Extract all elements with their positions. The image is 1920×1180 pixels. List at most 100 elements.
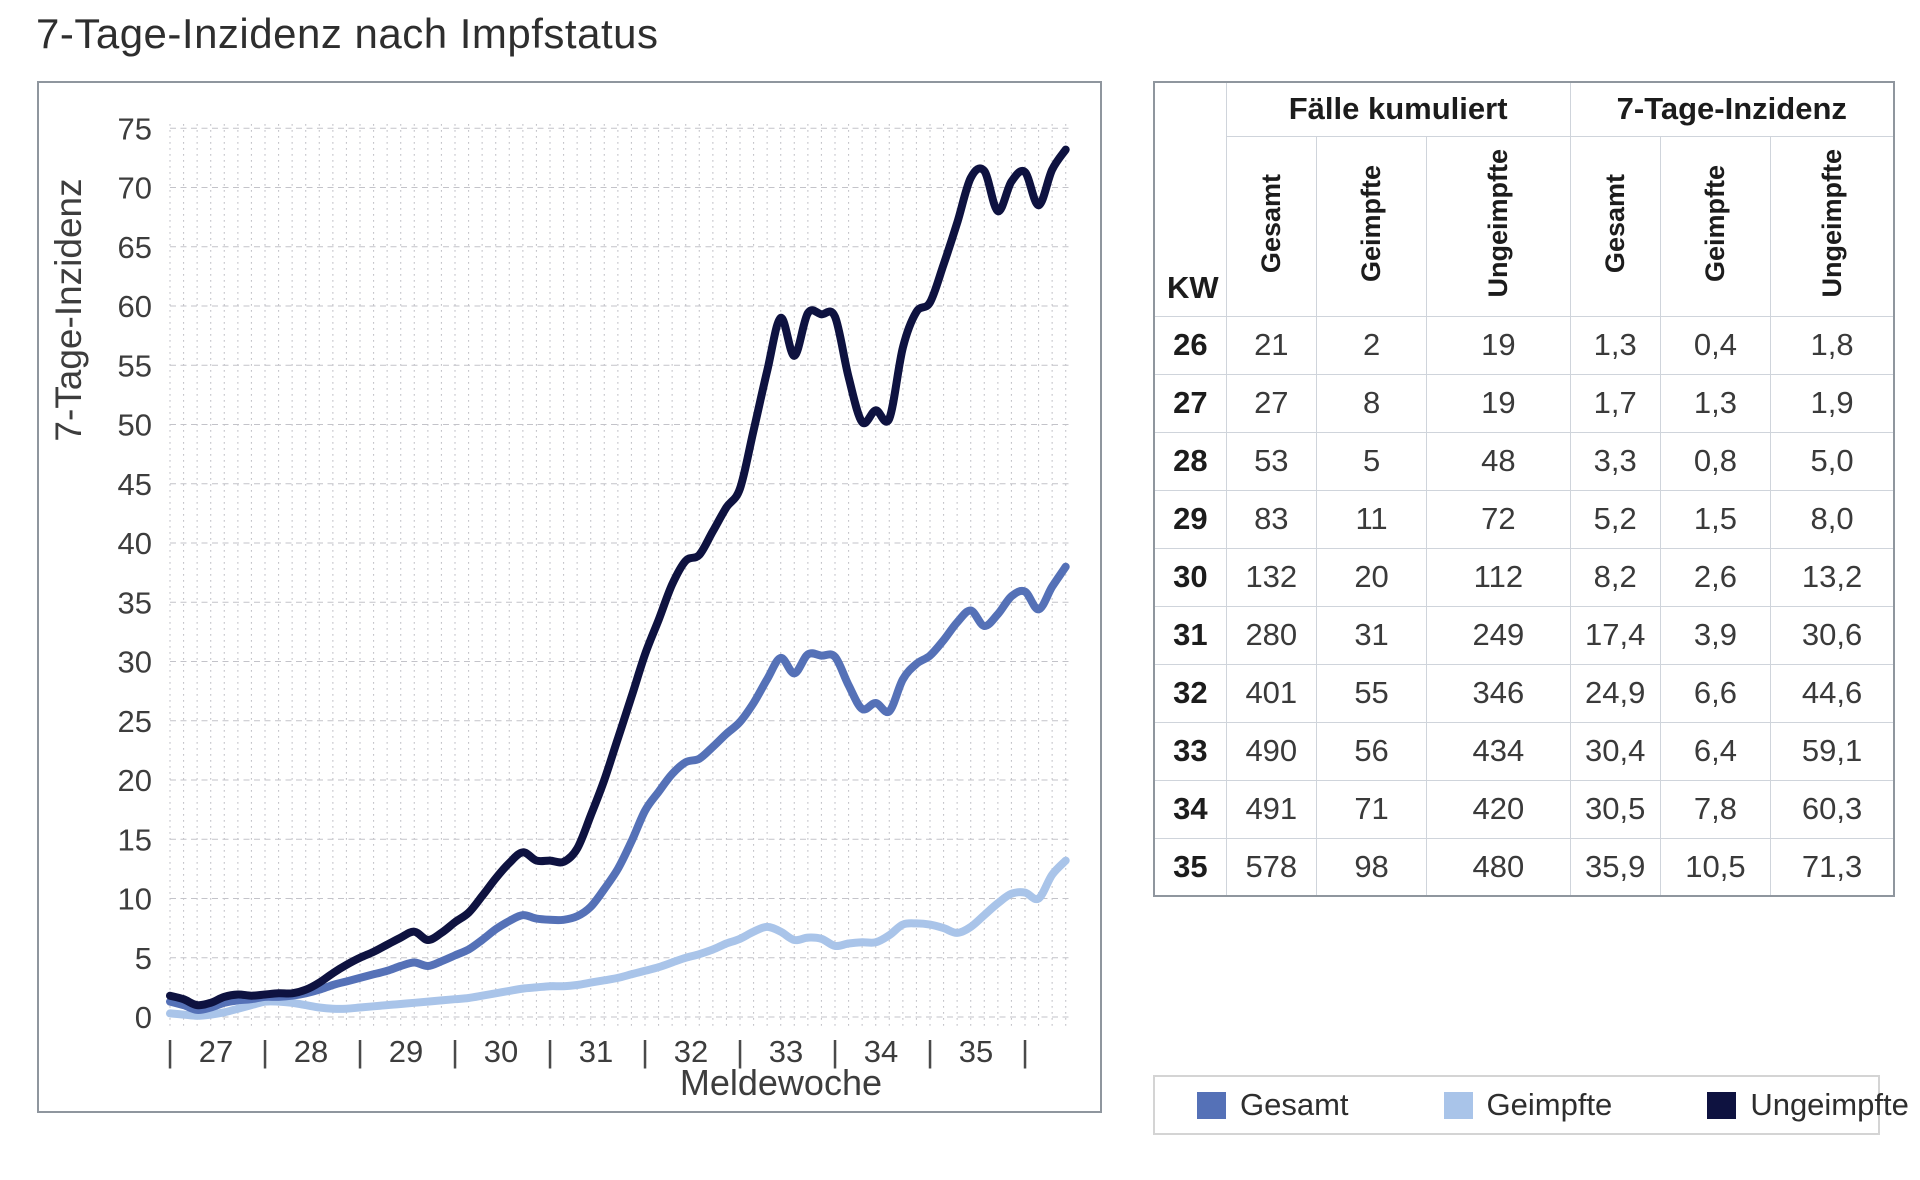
value-cell: 83 [1225, 489, 1317, 549]
x-tick-mark: | [166, 1034, 174, 1069]
legend-swatch [1443, 1091, 1473, 1119]
value-cell: 30,4 [1569, 721, 1661, 781]
value-cell: 420 [1426, 779, 1571, 839]
y-tick-label: 45 [118, 467, 152, 502]
legend-swatch [1707, 1091, 1737, 1119]
x-tick-mark: | [451, 1034, 459, 1069]
table-row: 33 490 56 434 30,4 6,4 59,1 [1153, 721, 1895, 781]
table-row: 29 83 11 72 5,2 1,5 8,0 [1153, 489, 1895, 549]
value-cell: 112 [1426, 547, 1571, 607]
y-tick-label: 15 [118, 822, 152, 857]
kw-cell: 30 [1153, 547, 1227, 607]
y-tick-label: 25 [118, 704, 152, 739]
x-tick-mark: | [546, 1034, 554, 1069]
incidence-table: KW Fälle kumuliert 7-Tage-Inzidenz Gesam… [1153, 81, 1895, 897]
value-cell: 21 [1225, 315, 1317, 375]
value-cell: 31 [1315, 605, 1428, 665]
col-header-label: Ungeimpfte [1482, 149, 1513, 298]
value-cell: 1,7 [1569, 373, 1661, 433]
value-cell: 491 [1225, 779, 1317, 839]
table-row: 28 53 5 48 3,3 0,8 5,0 [1153, 431, 1895, 491]
chart-legend: Gesamt Geimpfte Ungeimpfte [1153, 1075, 1909, 1135]
legend-item-label: Gesamt [1240, 1087, 1349, 1122]
value-cell: 60,3 [1770, 779, 1895, 839]
value-cell: 48 [1426, 431, 1571, 491]
x-axis-title: Meldewoche [680, 1062, 882, 1103]
y-tick-label: 75 [118, 111, 152, 146]
value-cell: 19 [1426, 315, 1571, 375]
col-header-label: Geimpfte [1699, 164, 1730, 283]
legend-swatch [1197, 1091, 1226, 1119]
value-cell: 7,8 [1659, 779, 1772, 839]
col-header-label: Ungeimpfte [1816, 149, 1847, 298]
value-cell: 8,0 [1770, 489, 1895, 549]
table-row: 32 401 55 346 24,9 6,6 44,6 [1153, 663, 1895, 723]
value-cell: 71 [1315, 779, 1428, 839]
y-tick-label: 50 [118, 408, 152, 443]
group-header-incidence: 7-Tage-Inzidenz [1569, 81, 1895, 137]
chart-series-ungeimpfte [166, 145, 1070, 1010]
kw-cell: 34 [1153, 779, 1227, 839]
kw-cell: 26 [1153, 315, 1227, 375]
value-cell: 8 [1315, 373, 1428, 433]
y-tick-label: 10 [118, 882, 152, 917]
x-tick-label: 27 [199, 1034, 233, 1069]
value-cell: 280 [1225, 605, 1317, 665]
col-header-incidence-ungeimpfte: Ungeimpfte [1770, 135, 1895, 317]
value-cell: 55 [1315, 663, 1428, 723]
page-title: 7-Tage-Inzidenz nach Impfstatus [36, 10, 659, 57]
value-cell: 2 [1315, 315, 1428, 375]
value-cell: 249 [1426, 605, 1571, 665]
value-cell: 3,3 [1569, 431, 1661, 491]
table-corner-label: KW [1153, 81, 1227, 317]
y-tick-label: 60 [118, 289, 152, 324]
value-cell: 24,9 [1569, 663, 1661, 723]
kw-cell: 29 [1153, 489, 1227, 549]
value-cell: 3,9 [1659, 605, 1772, 665]
table-row: 30 132 20 112 8,2 2,6 13,2 [1153, 547, 1895, 607]
x-tick-mark: | [831, 1034, 839, 1069]
y-axis-title: 7-Tage-Inzidenz [48, 178, 89, 441]
x-tick-mark: | [1021, 1034, 1029, 1069]
value-cell: 98 [1315, 837, 1428, 897]
value-cell: 11 [1315, 489, 1428, 549]
kw-cell: 28 [1153, 431, 1227, 491]
value-cell: 5,2 [1569, 489, 1661, 549]
col-header-label: Gesamt [1599, 173, 1630, 274]
y-tick-label: 55 [118, 348, 152, 383]
table-row: 27 27 8 19 1,7 1,3 1,9 [1153, 373, 1895, 433]
value-cell: 0,4 [1659, 315, 1772, 375]
table-row: 35 578 98 480 35,9 10,5 71,3 [1153, 837, 1895, 897]
x-tick-label: 30 [484, 1034, 518, 1069]
col-header-cases-geimpfte: Geimpfte [1315, 135, 1428, 317]
value-cell: 27 [1225, 373, 1317, 433]
value-cell: 1,8 [1770, 315, 1895, 375]
col-header-label: Geimpfte [1356, 164, 1387, 283]
table-row: 34 491 71 420 30,5 7,8 60,3 [1153, 779, 1895, 839]
x-tick-label: 28 [294, 1034, 328, 1069]
value-cell: 490 [1225, 721, 1317, 781]
y-tick-label: 65 [118, 230, 152, 265]
y-tick-label: 40 [118, 526, 152, 561]
table-row: 31 280 31 249 17,4 3,9 30,6 [1153, 605, 1895, 665]
value-cell: 5 [1315, 431, 1428, 491]
y-tick-label: 20 [118, 763, 152, 798]
col-header-cases-gesamt: Gesamt [1225, 135, 1317, 317]
y-tick-label: 70 [118, 171, 152, 206]
y-tick-label: 35 [118, 585, 152, 620]
value-cell: 35,9 [1569, 837, 1661, 897]
group-header-cases: Fälle kumuliert [1225, 81, 1571, 137]
value-cell: 578 [1225, 837, 1317, 897]
value-cell: 17,4 [1569, 605, 1661, 665]
kw-cell: 27 [1153, 373, 1227, 433]
value-cell: 1,9 [1770, 373, 1895, 433]
incidence-chart-svg: 0 5 10 15 20 25 30 35 40 45 50 55 60 65 70 75 7-Tage-Inz… [48, 111, 1073, 1103]
value-cell: 2,6 [1659, 547, 1772, 607]
x-tick-mark: | [641, 1034, 649, 1069]
y-tick-label: 30 [118, 645, 152, 680]
value-cell: 10,5 [1659, 837, 1772, 897]
kw-cell: 33 [1153, 721, 1227, 781]
legend-item-label: Ungeimpfte [1750, 1087, 1909, 1122]
value-cell: 434 [1426, 721, 1571, 781]
y-tick-label: 5 [135, 941, 152, 976]
